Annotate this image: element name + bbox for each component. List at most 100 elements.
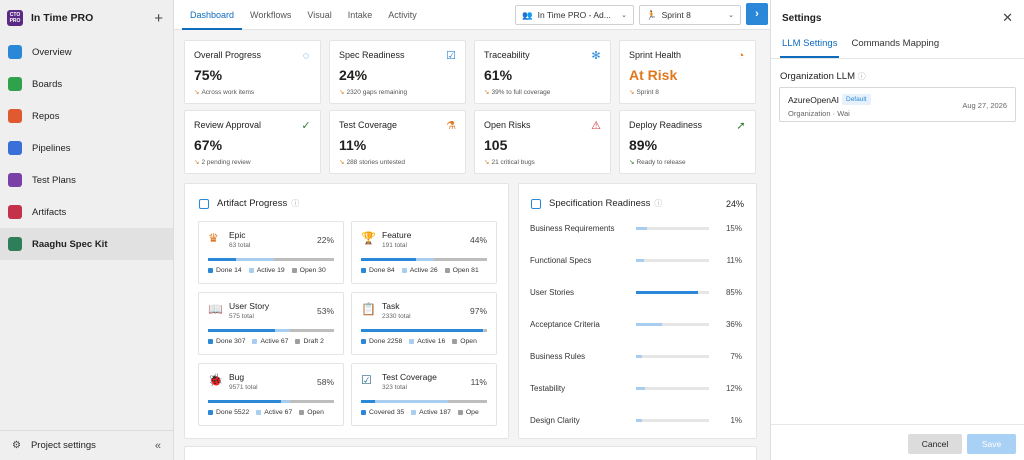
legend-swatch xyxy=(411,410,417,415)
artifact-card[interactable]: 📋 Task 2330 total 97% Done 2258 Active 16 Open xyxy=(351,292,497,355)
sidebar-item-boards[interactable]: Boards xyxy=(0,68,173,100)
artifact-total: 63 total xyxy=(229,242,251,249)
bar-active-segment xyxy=(281,400,290,403)
kpi-title: Deploy Readiness xyxy=(629,120,703,130)
artifact-progress-bar xyxy=(361,258,487,261)
legend-item: Active 67 xyxy=(252,338,288,345)
legend-text: Done 5522 xyxy=(216,409,250,416)
artifact-card[interactable]: 📖 User Story 575 total 53% Done 307 Active 67… xyxy=(198,292,344,355)
sidebar-item-overview[interactable]: Overview xyxy=(0,36,173,68)
artifact-total: 9571 total xyxy=(229,384,258,391)
spec-row: User Stories 85% xyxy=(530,285,742,299)
artifact-card[interactable]: 🏆 Feature 191 total 44% Done 84 Active 26 Open… xyxy=(351,221,497,284)
tab-commands-mapping[interactable]: Commands Mapping xyxy=(851,38,940,49)
artifact-legend: Covered 35 Active 187 Ope xyxy=(361,409,492,416)
info-icon[interactable]: ⓘ xyxy=(291,199,300,208)
cancel-button[interactable]: Cancel xyxy=(908,434,962,454)
legend-swatch xyxy=(208,410,213,415)
kpi-value: 105 xyxy=(484,137,508,153)
bar-active-segment xyxy=(235,258,274,261)
trend-icon: ↘ xyxy=(629,159,635,166)
legend-item: Done 307 xyxy=(208,338,245,345)
sidebar-item-repos[interactable]: Repos xyxy=(0,100,173,132)
save-button[interactable]: Save xyxy=(967,434,1016,454)
tab-dashboard[interactable]: Dashboard xyxy=(182,0,243,30)
default-badge: Default xyxy=(842,94,871,105)
spec-pct: 36% xyxy=(725,319,742,329)
legend-swatch xyxy=(291,268,297,273)
network-icon: ✻ xyxy=(591,50,601,62)
legend-swatch xyxy=(208,268,213,273)
artifact-card[interactable]: ♛ Epic 63 total 22% Done 14 Active 19 Open 30 xyxy=(198,221,344,284)
legend-text: Ope xyxy=(465,409,479,416)
tab-intake[interactable]: Intake xyxy=(347,9,373,20)
legend-item: Ope xyxy=(457,409,479,416)
artifacts-icon xyxy=(8,205,22,219)
legend-item: Active 67 xyxy=(256,409,292,416)
spec-readiness-title: Specification Readiness ⓘ xyxy=(531,198,662,209)
sidebar-item-pipelines[interactable]: Pipelines xyxy=(0,132,173,164)
kpi-subtitle: ↘ 288 stories untested xyxy=(339,158,456,166)
bar-done-segment xyxy=(208,329,275,332)
bug-icon: 🐞 xyxy=(208,373,223,387)
team-select[interactable]: 👥 In Time PRO - Ad... ⌄ xyxy=(515,5,634,25)
legend-swatch xyxy=(248,268,254,273)
legend-text: Open xyxy=(460,338,477,345)
legend-item: Covered 35 xyxy=(361,409,404,416)
sidebar-item-test-plans[interactable]: Test Plans xyxy=(0,164,173,196)
artifact-legend: Done 84 Active 26 Open 81 xyxy=(361,267,492,274)
legend-swatch xyxy=(409,339,415,344)
book-icon: 📖 xyxy=(208,302,223,316)
legend-item: Active 187 xyxy=(411,409,451,416)
artifact-card[interactable]: ☑ Test Coverage 323 total 11% Covered 35 Acti… xyxy=(351,363,497,426)
bar-active-segment xyxy=(374,400,448,403)
spec-row: Design Clarity 1% xyxy=(530,413,742,427)
sprint-select[interactable]: 🏃 Sprint 8 ⌄ xyxy=(639,5,741,25)
add-icon[interactable]: + xyxy=(154,9,163,27)
artifact-legend: Done 307 Active 67 Draft 2 xyxy=(208,338,339,345)
llm-entry[interactable]: AzureOpenAI Default Organization · Wai A… xyxy=(779,87,1016,122)
project-settings-link[interactable]: ⚙ Project settings « xyxy=(0,430,173,460)
legend-swatch xyxy=(361,410,366,415)
spec-pct: 7% xyxy=(730,351,742,361)
kpi-value: 61% xyxy=(484,67,513,83)
sidebar-item-raaghu-spec-kit[interactable]: Raaghu Spec Kit xyxy=(0,228,173,260)
info-icon[interactable]: ⓘ xyxy=(654,199,663,208)
grid-icon xyxy=(199,198,209,209)
artifact-name: Bug xyxy=(229,372,245,382)
info-icon[interactable]: ⓘ xyxy=(857,72,866,81)
close-icon[interactable]: ✕ xyxy=(1002,10,1013,25)
legend-swatch xyxy=(401,268,407,273)
tab-visual[interactable]: Visual xyxy=(307,9,332,20)
spec-track xyxy=(636,290,709,294)
legend-text: Done 84 xyxy=(369,267,395,274)
spec-row: Functional Specs 11% xyxy=(530,253,742,267)
project-name[interactable]: In Time PRO xyxy=(31,12,94,24)
kpi-title: Test Coverage xyxy=(339,120,398,130)
artifact-card[interactable]: 🐞 Bug 9571 total 58% Done 5522 Active 67 Open xyxy=(198,363,344,426)
top-bar: Dashboard Workflows Visual Intake Activity 👥… xyxy=(174,0,770,30)
spec-fill xyxy=(636,418,642,422)
project-header: CTO PRO In Time PRO + xyxy=(0,0,173,36)
spec-fill xyxy=(636,354,642,358)
tab-llm-settings[interactable]: LLM Settings xyxy=(780,36,840,58)
spec-row: Business Requirements 15% xyxy=(530,221,742,235)
artifact-total: 323 total xyxy=(382,384,407,391)
spec-pct: 1% xyxy=(730,415,742,425)
tab-activity[interactable]: Activity xyxy=(388,9,417,20)
tab-workflows[interactable]: Workflows xyxy=(250,9,292,20)
trend-icon: ↘ xyxy=(194,89,200,96)
sprint-icon: 🏃 xyxy=(646,9,657,20)
app-logo: CTO PRO xyxy=(7,10,23,26)
legend-text: Active 26 xyxy=(409,267,438,274)
spec-kit-icon xyxy=(8,237,22,251)
collapse-icon[interactable]: « xyxy=(154,439,161,452)
expand-panel-button[interactable]: › xyxy=(746,3,768,25)
spec-row: Acceptance Criteria 36% xyxy=(530,317,742,331)
sidebar-item-artifacts[interactable]: Artifacts xyxy=(0,196,173,228)
bar-done-segment xyxy=(208,258,236,261)
team-icon: 👥 xyxy=(522,9,533,20)
artifact-name: Feature xyxy=(382,230,412,240)
gear-icon: ⚙ xyxy=(12,440,21,451)
legend-swatch xyxy=(452,339,458,344)
